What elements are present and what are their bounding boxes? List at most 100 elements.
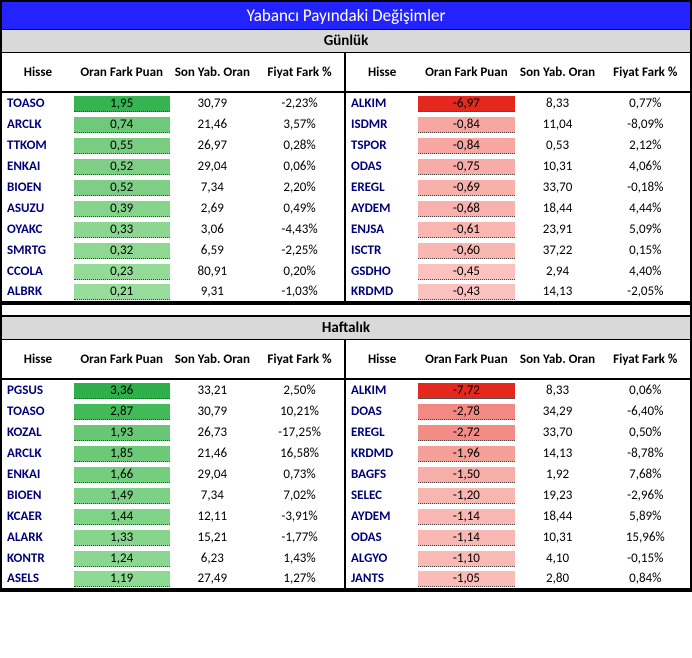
column-headers: Hisse Oran Fark Puan Son Yab. Oran Fiyat… — [2, 340, 344, 380]
cell-hisse: AYDEM — [346, 201, 418, 216]
positive-panel: Hisse Oran Fark Puan Son Yab. Oran Fiyat… — [2, 340, 346, 590]
cell-fiyat: 15,96% — [601, 530, 690, 545]
cell-son: 11,04 — [515, 117, 601, 132]
changes-table: Yabancı Payındaki Değişimler Günlük Hiss… — [0, 0, 692, 592]
cell-hisse: ENKAI — [2, 159, 74, 174]
rows: ALKIM -6,97 8,33 0,77% ISDMR -0,84 11,04… — [346, 93, 690, 303]
table-row: ARCLK 0,74 21,46 3,57% — [2, 114, 344, 135]
cell-hisse: ALARK — [2, 530, 74, 545]
cell-oran: 1,33 — [74, 530, 170, 546]
cell-fiyat: 4,44% — [601, 201, 690, 216]
cell-oran: -2,72 — [418, 425, 514, 441]
cell-hisse: ARCLK — [2, 446, 74, 461]
section-gap — [2, 303, 690, 317]
cell-son: 6,23 — [170, 551, 256, 566]
cell-fiyat: 4,40% — [601, 264, 690, 279]
cell-oran: -2,78 — [418, 404, 514, 420]
cell-oran: -6,97 — [418, 96, 514, 112]
cell-son: 2,80 — [515, 571, 601, 586]
cell-oran: 0,33 — [74, 222, 170, 238]
cell-fiyat: 3,57% — [255, 117, 344, 132]
table-row: EREGL -2,72 33,70 0,50% — [346, 422, 690, 443]
cell-oran: -1,96 — [418, 446, 514, 462]
table-row: KONTR 1,24 6,23 1,43% — [2, 548, 344, 569]
header-hisse: Hisse — [2, 352, 74, 367]
two-panel: Hisse Oran Fark Puan Son Yab. Oran Fiyat… — [2, 340, 690, 590]
cell-oran: 1,24 — [74, 551, 170, 567]
table-row: ALARK 1,33 15,21 -1,77% — [2, 527, 344, 548]
cell-fiyat: 0,84% — [601, 571, 690, 586]
cell-fiyat: -2,23% — [255, 96, 344, 111]
cell-oran: -0,84 — [418, 117, 514, 133]
table-row: ODAS -1,14 10,31 15,96% — [346, 527, 690, 548]
cell-hisse: CCOLA — [2, 264, 74, 279]
cell-hisse: TOASO — [2, 96, 74, 111]
column-headers: Hisse Oran Fark Puan Son Yab. Oran Fiyat… — [2, 53, 344, 93]
cell-hisse: ALBRK — [2, 284, 74, 299]
cell-hisse: KONTR — [2, 551, 74, 566]
table-row: BIOEN 0,52 7,34 2,20% — [2, 177, 344, 198]
cell-son: 80,91 — [170, 264, 256, 279]
cell-fiyat: -4,43% — [255, 222, 344, 237]
header-oran-fark: Oran Fark Puan — [74, 352, 170, 367]
cell-son: 14,13 — [515, 446, 601, 461]
cell-hisse: AYDEM — [346, 509, 418, 524]
table-row: DOAS -2,78 34,29 -6,40% — [346, 401, 690, 422]
header-fiyat-fark: Fiyat Fark % — [601, 352, 690, 367]
cell-oran: -0,43 — [418, 284, 514, 300]
cell-fiyat: 7,68% — [601, 467, 690, 482]
cell-oran: -1,10 — [418, 551, 514, 567]
header-fiyat-fark: Fiyat Fark % — [255, 65, 344, 80]
cell-oran: 0,55 — [74, 138, 170, 154]
header-son-yab: Son Yab. Oran — [515, 352, 601, 367]
cell-hisse: OYAKC — [2, 222, 74, 237]
cell-fiyat: 16,58% — [255, 446, 344, 461]
cell-oran: -1,05 — [418, 571, 514, 587]
cell-son: 4,10 — [515, 551, 601, 566]
cell-son: 6,59 — [170, 243, 256, 258]
cell-fiyat: 2,20% — [255, 180, 344, 195]
cell-oran: 1,85 — [74, 446, 170, 462]
table-row: GSDHO -0,45 2,94 4,40% — [346, 261, 690, 282]
cell-son: 14,13 — [515, 284, 601, 299]
header-son-yab: Son Yab. Oran — [170, 352, 256, 367]
table-row: PGSUS 3,36 33,21 2,50% — [2, 380, 344, 401]
cell-son: 21,46 — [170, 117, 256, 132]
cell-fiyat: -6,40% — [601, 404, 690, 419]
header-fiyat-fark: Fiyat Fark % — [601, 65, 690, 80]
cell-oran: 1,19 — [74, 571, 170, 587]
header-son-yab: Son Yab. Oran — [170, 65, 256, 80]
cell-fiyat: 2,50% — [255, 383, 344, 398]
cell-hisse: ODAS — [346, 159, 418, 174]
cell-son: 7,34 — [170, 488, 256, 503]
cell-fiyat: 0,28% — [255, 138, 344, 153]
cell-oran: -1,50 — [418, 467, 514, 483]
cell-son: 33,70 — [515, 425, 601, 440]
cell-oran: 0,74 — [74, 117, 170, 133]
cell-hisse: ENJSA — [346, 222, 418, 237]
cell-fiyat: 5,89% — [601, 509, 690, 524]
cell-hisse: KRDMD — [346, 446, 418, 461]
cell-son: 10,31 — [515, 159, 601, 174]
cell-fiyat: 0,20% — [255, 264, 344, 279]
cell-hisse: PGSUS — [2, 383, 74, 398]
cell-oran: -0,84 — [418, 138, 514, 154]
cell-oran: -0,69 — [418, 180, 514, 196]
cell-fiyat: 0,06% — [255, 159, 344, 174]
cell-son: 19,23 — [515, 488, 601, 503]
cell-fiyat: 10,21% — [255, 404, 344, 419]
cell-oran: -0,61 — [418, 222, 514, 238]
cell-fiyat: 2,12% — [601, 138, 690, 153]
cell-oran: 1,66 — [74, 467, 170, 483]
cell-son: 30,79 — [170, 96, 256, 111]
cell-son: 26,97 — [170, 138, 256, 153]
cell-hisse: EREGL — [346, 180, 418, 195]
cell-hisse: EREGL — [346, 425, 418, 440]
cell-fiyat: -8,78% — [601, 446, 690, 461]
cell-hisse: BIOEN — [2, 488, 74, 503]
section-title: Günlük — [2, 30, 690, 53]
negative-panel: Hisse Oran Fark Puan Son Yab. Oran Fiyat… — [346, 53, 690, 303]
cell-fiyat: 1,43% — [255, 551, 344, 566]
cell-oran: 1,93 — [74, 425, 170, 441]
cell-son: 8,33 — [515, 383, 601, 398]
